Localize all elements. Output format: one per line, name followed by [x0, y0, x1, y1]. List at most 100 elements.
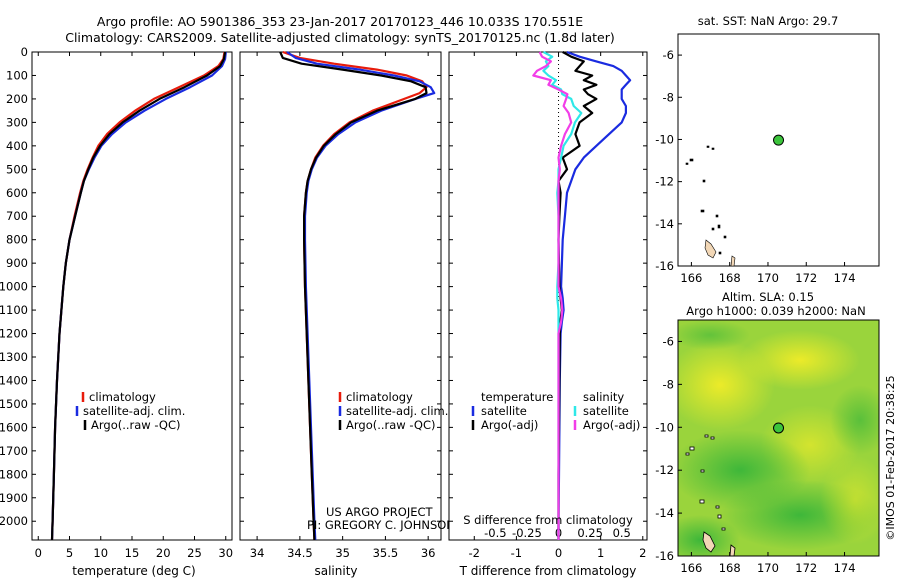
temp-ytick-label: 300 — [6, 115, 28, 129]
temperature-xlabel: temperature (deg C) — [72, 564, 195, 578]
salinity-panel: 34 34.5 35 35.5 36 salinity climatology sate… — [239, 50, 455, 578]
diff-s-xtick-label: -0.5 — [484, 526, 506, 540]
salinity-plot-frame — [239, 51, 442, 541]
temp-ytick-label: 500 — [6, 162, 28, 176]
sla-map-subtitle: Argo h1000: 0.039 h2000: NaN — [686, 304, 865, 318]
temp-ytick-label: 1800 — [0, 467, 28, 481]
sst-map-xtick-label: 170 — [757, 271, 779, 285]
sal-xtick-label: 36 — [421, 546, 436, 560]
diff-t-xtick-label: -1 — [511, 546, 522, 560]
diff-t-xtick-label: 0 — [555, 546, 562, 560]
diff-s-xtick-label: 0.25 — [577, 526, 603, 540]
temp-xtick-label: 20 — [156, 546, 171, 560]
difference-legend: temperature salinity satellite Argo(-adj… — [471, 390, 640, 432]
sst-map-ytick-label: -14 — [655, 217, 674, 231]
diff-legend-tsat-label: satellite — [481, 404, 527, 418]
sla-map-frame — [677, 319, 880, 557]
diff-s-xtick-label: -0.25 — [512, 526, 542, 540]
sst-map-ytick-label: -16 — [655, 259, 674, 273]
diff-legend-sal-title: salinity — [583, 390, 624, 404]
sla-map-ytick-label: -12 — [655, 463, 674, 477]
temp-ytick-label: 100 — [6, 68, 28, 82]
temp-ytick-label: 400 — [6, 139, 28, 153]
difference-plot-frame — [448, 51, 648, 541]
sal-xtick-label: 35.5 — [373, 546, 399, 560]
temp-xtick-label: 10 — [93, 546, 108, 560]
temperature-plot-frame — [31, 51, 233, 541]
temp-xtick-label: 15 — [125, 546, 140, 560]
diff-legend-sargo-label: Argo(-adj) — [583, 418, 640, 432]
diff-t-xtick-label: 1 — [597, 546, 604, 560]
sla-map-xtick-label: 166 — [680, 561, 702, 575]
temp-ytick-label: 1500 — [0, 397, 28, 411]
diff-series-salinity-argo-adj- — [532, 51, 573, 540]
header-line1: Argo profile: AO 5901386_353 23-Jan-2017… — [97, 14, 583, 29]
diff-s-xtick-label: 0.5 — [613, 526, 631, 540]
diff-legend-targo-label: Argo(-adj) — [481, 418, 538, 432]
temperature-legend: climatology satellite-adj. clim. Argo(..… — [75, 390, 185, 432]
sst-map-float-marker — [773, 134, 785, 146]
sst-map-ytick-label: -10 — [655, 132, 674, 146]
temp-ytick-label: 1100 — [0, 303, 28, 317]
diff-legend-ssat-label: satellite — [583, 404, 629, 418]
sal-xtick-label: 35 — [335, 546, 350, 560]
diff-legend-temp-title: temperature — [481, 390, 553, 404]
sal-legend-sat-label: satellite-adj. clim. — [346, 404, 448, 418]
temp-legend-argo-label: Argo(..raw -QC) — [91, 418, 181, 432]
temp-legend-sat-label: satellite-adj. clim. — [83, 404, 185, 418]
salinity-legend: climatology satellite-adj. clim. Argo(..… — [338, 390, 448, 432]
temperature-panel: 0 5 10 15 20 25 300100200300400500600700800900… — [0, 45, 233, 578]
sst-map-xtick-label: 174 — [834, 271, 856, 285]
sla-map-ytick-label: -6 — [663, 334, 674, 348]
temp-ytick-label: 900 — [6, 256, 28, 270]
temp-ytick-label: 200 — [6, 92, 28, 106]
temp-xtick-label: 0 — [35, 546, 42, 560]
sla-map-float-marker — [773, 422, 785, 434]
temp-ytick-label: 1000 — [0, 280, 28, 294]
sst-map-panel: sat. SST: NaN Argo: 29.7 — [677, 14, 880, 267]
sst-map-ytick-label: -12 — [655, 175, 674, 189]
temp-xtick-label: 5 — [66, 546, 73, 560]
sal-xtick-label: 34.5 — [287, 546, 313, 560]
temp-ytick-label: 1300 — [0, 350, 28, 364]
temp-series-argo-raw-qc- — [50, 51, 227, 541]
temp-ytick-label: 1900 — [0, 491, 28, 505]
diff-t-xtick-label: 2 — [639, 546, 646, 560]
temp-legend-clim-label: climatology — [89, 390, 156, 404]
header-line2: Climatology: CARS2009. Satellite-adjuste… — [65, 30, 615, 45]
temp-ytick-label: 1600 — [0, 420, 28, 434]
sla-map-ytick-label: -8 — [663, 377, 674, 391]
sla-map-xtick-label: 172 — [795, 561, 817, 575]
sst-map-xtick-label: 168 — [719, 271, 741, 285]
sla-map-ytick-label: -14 — [655, 506, 674, 520]
sla-map-ytick-label: -10 — [655, 420, 674, 434]
sla-map-title: Altim. SLA: 0.15 — [722, 290, 814, 304]
temp-ytick-label: 1200 — [0, 327, 28, 341]
sla-map-land — [685, 434, 736, 556]
temp-ytick-label: 800 — [6, 233, 28, 247]
sla-map-field — [678, 320, 879, 556]
sst-map-ytick-label: -6 — [663, 48, 674, 62]
sst-map-frame — [677, 33, 880, 267]
sst-map-ytick-label: -8 — [663, 90, 674, 104]
temp-ytick-label: 1400 — [0, 373, 28, 387]
sla-map-xtick-label: 170 — [757, 561, 779, 575]
project-credit: US ARGO PROJECT — [326, 505, 434, 519]
sal-xtick-label: 34 — [250, 546, 265, 560]
imos-credit: ©IMOS 01-Feb-2017 20:38:25 — [884, 375, 897, 540]
temp-ytick-label: 0 — [21, 45, 28, 59]
sal-legend-argo-label: Argo(..raw -QC) — [346, 418, 436, 432]
salinity-xlabel: salinity — [314, 564, 357, 578]
temp-ytick-label: 1700 — [0, 444, 28, 458]
sal-legend-clim-label: climatology — [346, 390, 413, 404]
sal-series-argo-raw-qc- — [279, 51, 428, 541]
sla-map-xtick-label: 174 — [834, 561, 856, 575]
temp-ytick-label: 2000 — [0, 514, 28, 528]
sst-map-xtick-label: 166 — [680, 271, 702, 285]
pi-credit: PI: GREGORY C. JOHNSON — [307, 518, 455, 532]
sla-map-panel: Altim. SLA: 0.15 Argo h1000: 0.039 h2000… — [677, 290, 897, 557]
sst-map-land — [685, 145, 736, 267]
temp-xtick-label: 25 — [187, 546, 202, 560]
